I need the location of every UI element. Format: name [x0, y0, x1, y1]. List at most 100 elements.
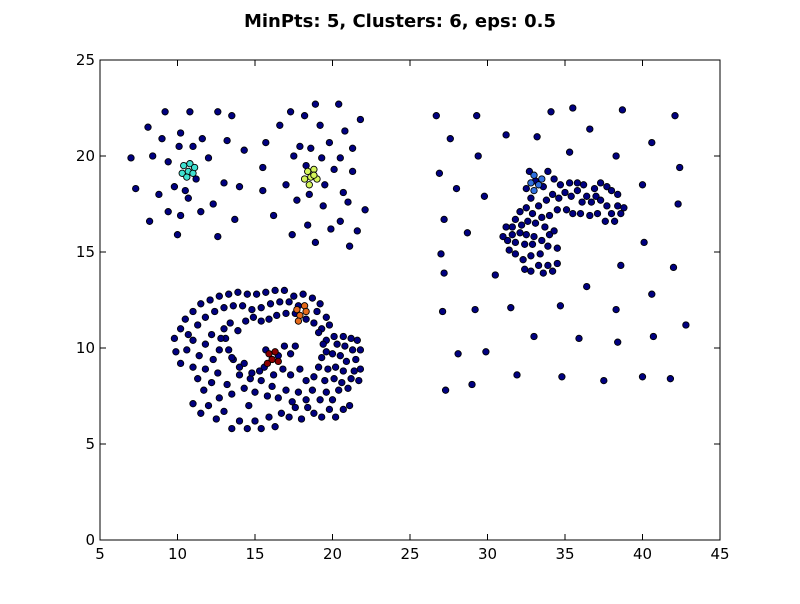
point-ring [249, 313, 258, 321]
point-noise [339, 188, 347, 197]
point-noise [511, 250, 520, 258]
point-ring [234, 288, 242, 296]
point-ring [302, 396, 310, 404]
point-ring [344, 384, 352, 392]
point-noise [527, 267, 535, 275]
point-noise [538, 236, 546, 245]
point-noise [601, 217, 609, 225]
point-ring [251, 417, 259, 425]
point-noise [586, 125, 594, 133]
point-ring [257, 376, 265, 385]
point-ring [263, 392, 272, 400]
point-ring [335, 386, 343, 394]
point-noise [204, 154, 213, 162]
point-noise [578, 198, 586, 206]
y-tick-label: 10 [76, 339, 95, 357]
point-noise [530, 332, 538, 341]
point-ring [243, 424, 251, 433]
point-ring [353, 336, 361, 344]
point-cluster-darkred [271, 348, 279, 356]
point-ring [297, 415, 306, 423]
point-ring [330, 332, 338, 341]
chart-title: MinPts: 5, Clusters: 6, eps: 0.5 [244, 11, 556, 32]
point-ring [276, 298, 284, 306]
point-ring [184, 330, 192, 339]
point-noise [590, 184, 599, 193]
point-noise [513, 371, 521, 379]
point-ring [294, 388, 303, 396]
point-ring [299, 290, 307, 298]
point-noise [311, 100, 320, 108]
x-tick-label: 10 [168, 545, 187, 563]
point-ring [234, 327, 242, 335]
point-cluster-blue [530, 186, 538, 195]
point-cluster-yellow [310, 171, 318, 179]
point-noise [336, 154, 344, 162]
point-noise [528, 209, 537, 218]
point-noise [671, 112, 679, 120]
point-ring [310, 409, 318, 417]
point-noise [617, 209, 625, 218]
point-noise [648, 290, 656, 298]
point-ring [324, 365, 332, 373]
point-ring [214, 369, 222, 377]
point-ring [316, 396, 324, 404]
point-noise [235, 183, 244, 191]
point-noise [198, 135, 206, 143]
point-ring [229, 302, 237, 310]
point-noise [345, 242, 354, 250]
point-noise [533, 133, 541, 141]
point-ring [242, 317, 250, 325]
data-points [127, 100, 690, 433]
point-noise [356, 115, 365, 124]
point-noise [612, 305, 620, 314]
point-noise [259, 163, 267, 172]
point-ring [220, 407, 228, 416]
point-noise [539, 269, 547, 277]
point-noise [491, 271, 499, 279]
point-ring [226, 319, 234, 327]
point-ring [235, 363, 244, 371]
point-noise [607, 186, 616, 195]
point-ring [352, 355, 360, 364]
point-noise [290, 152, 298, 160]
point-noise [468, 380, 476, 389]
point-ring [339, 332, 347, 341]
point-noise [296, 142, 304, 151]
point-ring [279, 365, 287, 373]
point-noise [612, 152, 620, 160]
point-noise [544, 261, 552, 270]
point-ring [325, 321, 334, 329]
point-ring [189, 363, 197, 371]
point-noise [353, 227, 361, 235]
point-noise [325, 138, 334, 147]
point-noise [440, 215, 448, 224]
x-tick-label: 20 [323, 545, 342, 563]
point-noise [176, 129, 185, 137]
point-ring [321, 376, 329, 385]
point-noise [463, 229, 472, 237]
point-ring [189, 307, 197, 316]
x-tick-label: 15 [245, 545, 264, 563]
point-noise [161, 108, 169, 116]
point-ring [220, 325, 228, 333]
point-noise [596, 179, 605, 187]
x-tick-label: 40 [633, 545, 652, 563]
point-noise [452, 184, 461, 193]
point-noise [471, 305, 479, 314]
point-noise [603, 202, 611, 210]
point-noise [614, 190, 622, 199]
point-cluster-yellow [300, 175, 309, 183]
point-ring [201, 340, 210, 348]
point-ring [181, 315, 189, 323]
point-noise [579, 181, 588, 189]
point-noise [189, 142, 197, 151]
point-noise [541, 223, 549, 231]
point-noise [583, 192, 591, 200]
point-noise [214, 108, 222, 116]
point-noise [288, 231, 296, 239]
point-noise [521, 240, 529, 248]
point-noise [640, 238, 648, 247]
point-ring [328, 350, 337, 358]
